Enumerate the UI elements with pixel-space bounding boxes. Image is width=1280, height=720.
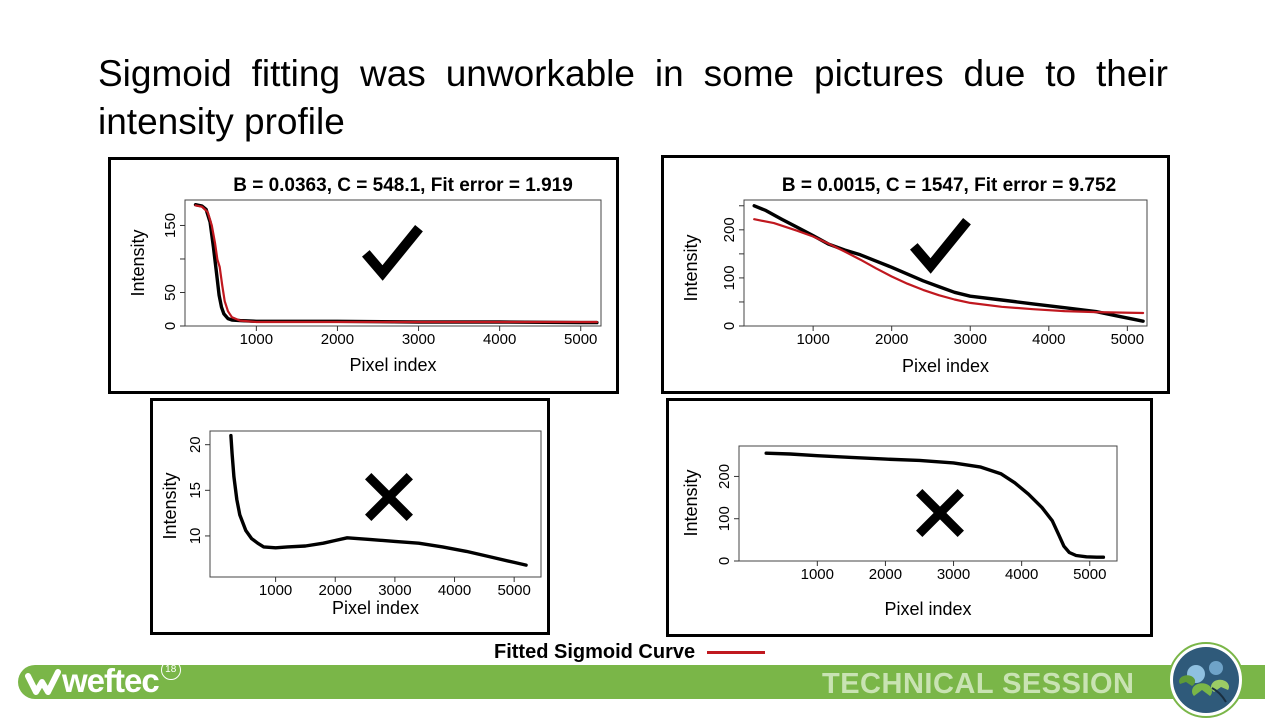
footer-bar [18, 665, 1265, 699]
observed-intensity-line [229, 433, 528, 567]
y-tick-label: 200 [721, 217, 738, 242]
weftec-logo-icon [25, 669, 61, 695]
y-tick-label: 0 [716, 557, 733, 565]
y-axis-label: Intensity [128, 229, 148, 296]
chart-panel-bottom-left: 1000 2000 3000 4000 5000 10 15 20 Pixel index Int… [150, 398, 550, 635]
slide-title: Sigmoid fitting was unworkable in some p… [98, 53, 1168, 142]
y-tick-label: 0 [162, 322, 179, 330]
x-tick-label: 2000 [319, 582, 352, 599]
fitted-sigmoid-line [753, 218, 1145, 315]
x-tick-label: 1000 [259, 582, 292, 599]
checkmark-icon [362, 225, 423, 281]
chart-panel-top-left: B = 0.0363, C = 548.1, Fit error = 1.919… [108, 157, 619, 394]
x-tick-label: 4000 [1005, 566, 1038, 583]
weftec-logo: weftec 18 [24, 660, 181, 702]
x-axis-label: Pixel index [902, 356, 989, 376]
plot-frame [743, 199, 1148, 327]
x-tick-label: 2000 [869, 566, 902, 583]
y-tick-label: 20 [187, 436, 204, 453]
x-tick-label: 2000 [321, 331, 354, 348]
x-tick-label: 3000 [954, 331, 987, 348]
chart-title: B = 0.0015, C = 1547, Fit error = 9.752 [782, 175, 1116, 196]
chart-panel-top-right: B = 0.0015, C = 1547, Fit error = 9.752 1… [661, 155, 1170, 394]
x-tick-label: 3000 [937, 566, 970, 583]
y-axis-label: Intensity [160, 472, 180, 539]
chart-bottom-right: 1000 2000 3000 4000 5000 0 100 200 Pixel index In… [681, 445, 1118, 619]
y-tick-label: 15 [187, 482, 204, 499]
chart-panel-bottom-right: 1000 2000 3000 4000 5000 0 100 200 Pixel index In… [666, 398, 1153, 637]
x-tick-label: 1000 [796, 331, 829, 348]
x-axis-label: Pixel index [349, 355, 436, 375]
plot-frame [738, 445, 1118, 562]
fitted-curve-legend-swatch [707, 650, 766, 654]
technical-session-label: TECHNICAL SESSION [822, 668, 1135, 700]
chart-bottom-left: 1000 2000 3000 4000 5000 10 15 20 Pixel index Int… [160, 430, 542, 618]
y-tick-label: 100 [721, 265, 738, 290]
x-tick-label: 1000 [240, 331, 273, 348]
cross-icon [365, 473, 413, 521]
x-tick-label: 1000 [801, 566, 834, 583]
chart-top-left: B = 0.0363, C = 548.1, Fit error = 1.919… [128, 175, 602, 375]
x-axis-label: Pixel index [884, 599, 971, 619]
x-tick-label: 5000 [564, 331, 597, 348]
plot-frame [209, 430, 542, 578]
x-tick-label: 5000 [1111, 331, 1144, 348]
fitted-curve-legend: Fitted Sigmoid Curve [494, 639, 766, 665]
chart-top-right: B = 0.0015, C = 1547, Fit error = 9.752 1… [681, 175, 1148, 376]
y-tick-label: 50 [162, 284, 179, 301]
y-tick-label: 100 [716, 506, 733, 531]
y-tick-label: 10 [187, 528, 204, 545]
chart-title: B = 0.0363, C = 548.1, Fit error = 1.919 [233, 175, 573, 196]
x-tick-label: 4000 [438, 582, 471, 599]
x-tick-label: 3000 [402, 331, 435, 348]
observed-intensity-line [764, 451, 1106, 559]
plot-frame [184, 199, 602, 327]
x-tick-label: 4000 [1032, 331, 1065, 348]
fitted-sigmoid-line [194, 204, 598, 324]
y-tick-label: 200 [716, 464, 733, 489]
x-axis-label: Pixel index [332, 598, 419, 618]
y-tick-label: 0 [721, 322, 738, 330]
checkmark-icon [910, 218, 971, 274]
y-axis-label: Intensity [681, 234, 701, 301]
y-tick-label: 150 [162, 213, 179, 238]
x-tick-label: 3000 [378, 582, 411, 599]
weftec-logo-text: weftec [62, 662, 160, 699]
fitted-curve-legend-label: Fitted Sigmoid Curve [494, 641, 696, 663]
y-axis-label: Intensity [681, 469, 701, 536]
x-tick-label: 5000 [497, 582, 530, 599]
weftec-logo-year: 18 [160, 660, 181, 680]
observed-intensity-line [752, 204, 1145, 323]
water-lily-badge-icon [1168, 642, 1244, 718]
cross-icon [916, 489, 964, 537]
x-tick-label: 2000 [875, 331, 908, 348]
x-tick-label: 4000 [483, 331, 516, 348]
x-tick-label: 5000 [1073, 566, 1106, 583]
